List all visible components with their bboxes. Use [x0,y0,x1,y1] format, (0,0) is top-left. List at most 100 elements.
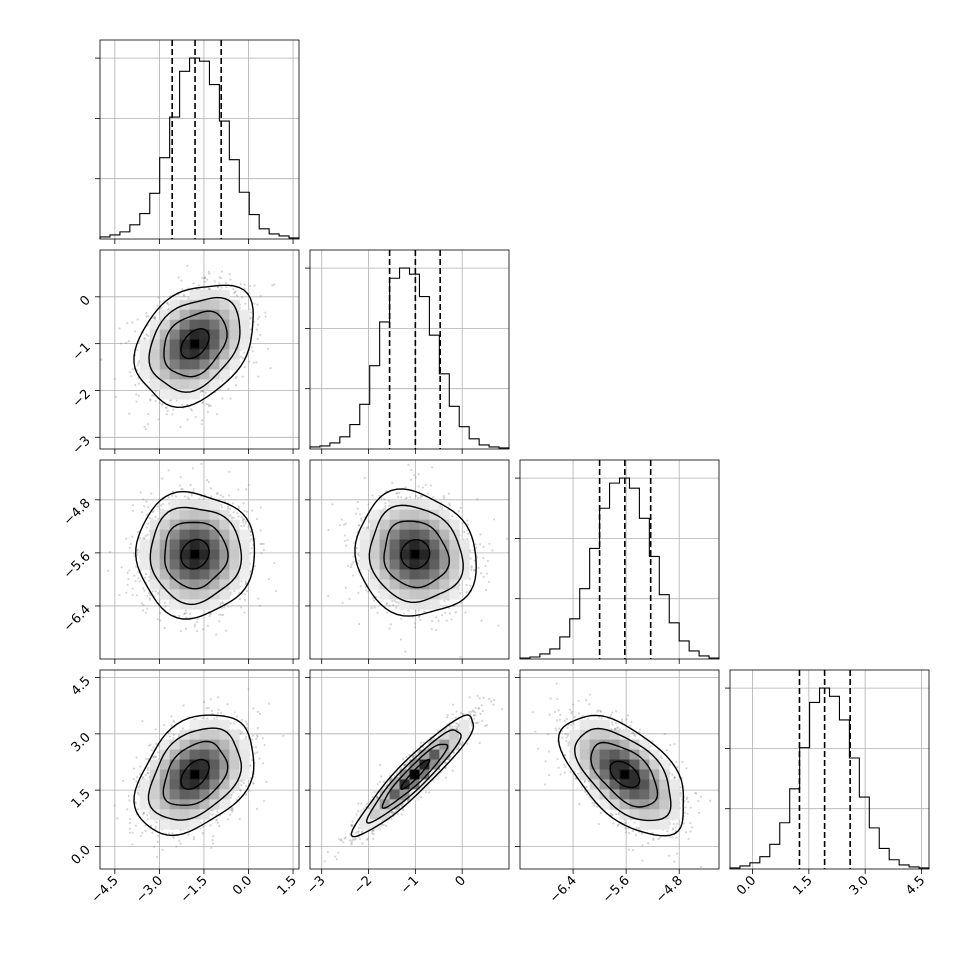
scatter-point [259,529,262,532]
scatter-point [366,590,370,593]
scatter-point [180,279,183,282]
scatter-point [155,821,158,824]
density-cell [169,599,180,610]
scatter-point [357,591,360,594]
density-cell [209,539,220,550]
scatter-point [136,348,139,352]
scatter-point [140,511,144,514]
scatter-point [157,418,160,421]
density-cell [439,559,450,570]
scatter-point [234,376,237,380]
scatter-point [147,315,150,318]
scatter-point [384,824,388,827]
scatter-point [253,302,256,305]
scatter-point [244,302,247,305]
histogram-panel [305,249,510,454]
density-cell [209,359,220,370]
scatter-point [249,569,252,573]
density-cell [169,809,180,820]
scatter-point [144,611,147,614]
scatter-point [147,766,150,770]
scatter-point [493,518,496,521]
scatter-point [262,799,266,803]
density-cell [199,509,210,521]
density-cell [189,729,200,741]
scatter-point [372,596,375,600]
scatter-point [209,487,212,490]
scatter-point [220,506,223,509]
scatter-point [480,704,483,707]
density-cell [389,509,400,521]
scatter-point [229,722,232,725]
density-cell [169,359,180,370]
density-cell [149,579,161,590]
scatter-point [467,523,470,526]
scatter-point [505,537,509,540]
x-tick-label: −3.0 [133,873,166,906]
scatter-point [396,776,399,780]
scatter-point [414,609,417,612]
scatter-point [126,583,129,587]
panel-frame [99,669,300,870]
scatter-point [153,316,156,319]
scatter-point [148,744,151,747]
scatter-point [167,496,170,499]
scatter-point [477,707,480,710]
scatter-point [201,716,204,720]
scatter-point [142,813,145,816]
scatter-point [241,375,244,378]
density-cell [219,529,230,540]
y-tick-label: 3.0 [69,730,94,755]
scatter-point [237,795,241,798]
x-tick-label: −1.5 [178,873,211,906]
scatter-point [184,627,188,630]
density-cell [189,509,200,521]
scatter-point [228,470,231,473]
scatter-point [243,283,246,286]
scatter-point [455,722,458,725]
scatter-point [158,401,161,405]
scatter-point [430,628,433,631]
scatter-point [217,286,220,289]
density-cell [219,359,230,370]
density-cell [149,549,161,560]
scatter-point [149,593,152,597]
scatter-point [209,824,212,827]
scatter-point [137,793,140,796]
density-cell [239,329,250,340]
scatter-point [128,827,131,830]
scatter-point [181,403,184,407]
scatter-point [144,428,147,431]
scatter-point [125,341,128,344]
density-cell [239,529,250,540]
scatter-point [440,505,444,508]
scatter-point [127,794,130,798]
density-cell [159,349,171,360]
scatter-point [388,604,391,607]
density-cell [189,579,200,590]
scatter-point [201,390,204,393]
density-cell [199,499,210,511]
scatter-point [208,614,211,618]
density-cell [149,779,161,790]
density-cell [239,539,250,550]
scatter-point [399,638,402,641]
scatter-point [393,599,396,602]
scatter-point [243,593,246,596]
density-cell [389,569,400,580]
scatter-point [468,696,471,699]
density-cell [169,569,180,580]
density-cell [409,499,420,511]
scatter-point [142,498,145,501]
scatter-point [240,606,243,609]
scatter-point [211,813,214,816]
density-cell [239,339,250,350]
x-tick-label: 1.5 [275,873,300,898]
scatter-point [232,516,235,519]
density-cell [179,309,190,321]
scatter-point [164,406,167,409]
density-cell [179,379,190,390]
scatter-point [207,270,210,273]
scatter-point [414,476,418,479]
scatter-point [345,544,348,547]
